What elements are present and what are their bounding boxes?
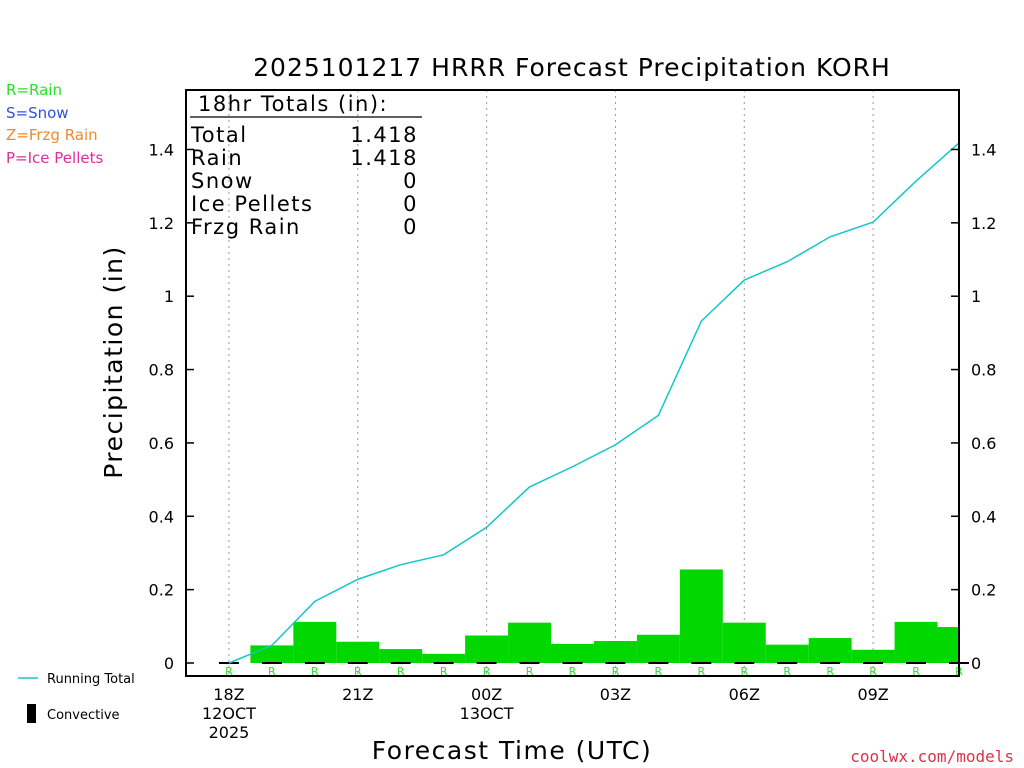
y-tick-label-right-6: 1.2: [971, 214, 996, 233]
precip-bar-5: [422, 653, 466, 663]
precip-bar-16: [894, 621, 938, 663]
ptype-mark-1: R: [268, 665, 276, 678]
ptype-mark-4: R: [397, 665, 405, 678]
totals-header: 18hr Totals (in):: [198, 92, 388, 116]
y-tick-label-right-7: 1.4: [971, 140, 996, 159]
ptype-mark-5: R: [440, 665, 448, 678]
totals-box: 18hr Totals (in): Total 1.418 Rain 1.418…: [190, 92, 422, 239]
legend-ice-pellets: P=Ice Pellets: [6, 149, 104, 167]
y-axis-label: Precipitation (in): [99, 245, 128, 479]
x-tick-label-0-0: 18Z: [213, 685, 244, 704]
ptype-mark-14: R: [826, 665, 834, 678]
precip-bar-1: [250, 645, 294, 663]
precip-bar-12: [722, 622, 766, 663]
totals-frzg-label: Frzg Rain: [191, 215, 301, 239]
x-axis-label: Forecast Time (UTC): [372, 736, 652, 765]
precip-bar-7: [508, 622, 552, 663]
x-tick-label-2-1: 13OCT: [460, 704, 514, 723]
precip-bar-2: [293, 621, 337, 663]
y-tick-label-right-1: 0.2: [971, 581, 996, 600]
precip-bar-9: [593, 640, 637, 663]
x-tick-label-0-2: 2025: [209, 723, 250, 742]
convective-legend-label: Convective: [47, 708, 120, 723]
chart-title: 2025101217 HRRR Forecast Precipitation K…: [253, 53, 891, 82]
ptype-mark-9: R: [612, 665, 620, 678]
x-tick-label-4-0: 06Z: [729, 685, 760, 704]
totals-total-value: 1.418: [350, 123, 418, 147]
precip-bar-8: [551, 643, 594, 663]
plot-frame: [185, 89, 960, 677]
x-tick-label-0-1: 12OCT: [202, 704, 256, 723]
convective-legend-swatch: [27, 704, 36, 723]
y-tick-label-right-4: 0.8: [971, 361, 996, 380]
y-tick-label-left-6: 1.2: [149, 214, 174, 233]
precip-bar-3: [336, 641, 380, 663]
precip-bar-6: [465, 635, 509, 663]
running-total-line: [228, 142, 960, 664]
legend-snow: S=Snow: [6, 104, 69, 122]
totals-rain-value: 1.418: [350, 146, 418, 170]
ptype-mark-11: R: [698, 665, 706, 678]
ptype-mark-3: R: [354, 665, 362, 678]
y-tick-label-left-7: 1.4: [149, 140, 174, 159]
ptype-mark-16: R: [912, 665, 920, 678]
totals-ice-value: 0: [403, 192, 418, 216]
totals-total-label: Total: [190, 123, 248, 147]
legend-rain: R=Rain: [6, 81, 62, 99]
legend-frzg-rain: Z=Frzg Rain: [6, 126, 98, 144]
x-tick-label-1-0: 21Z: [342, 685, 373, 704]
credit-text: coolwx.com/models: [850, 747, 1014, 766]
y-tick-label-left-1: 0.2: [149, 581, 174, 600]
x-tick-label-5-0: 09Z: [857, 685, 888, 704]
x-tick-label-3-0: 03Z: [600, 685, 631, 704]
ptype-mark-0: R: [225, 665, 233, 678]
totals-rain-label: Rain: [191, 146, 243, 170]
x-tick-label-2-0: 00Z: [471, 685, 502, 704]
totals-snow-value: 0: [403, 169, 418, 193]
totals-frzg-value: 0: [403, 215, 418, 239]
ptype-mark-12: R: [740, 665, 748, 678]
precip-bar-11: [679, 569, 723, 663]
precip-bar-17: [937, 627, 959, 663]
ptype-mark-2: R: [311, 665, 319, 678]
precip-bar-4: [379, 649, 423, 663]
y-tick-label-right-3: 0.6: [971, 434, 996, 453]
precip-bar-15: [851, 649, 895, 663]
y-tick-label-left-3: 0.6: [149, 434, 174, 453]
y-tick-label-right-5: 1: [971, 287, 981, 306]
running-total-legend-label: Running Total: [47, 672, 135, 687]
ptype-mark-7: R: [526, 665, 534, 678]
totals-ice-label: Ice Pellets: [191, 192, 313, 216]
ptype-mark-15: R: [869, 665, 877, 678]
totals-snow-label: Snow: [191, 169, 254, 193]
y-tick-label-left-4: 0.8: [149, 361, 174, 380]
y-tick-label-right-2: 0.4: [971, 507, 996, 526]
ptype-mark-6: R: [483, 665, 491, 678]
y-tick-label-left-2: 0.4: [149, 507, 174, 526]
ptype-mark-10: R: [655, 665, 663, 678]
y-tick-label-left-0: 0: [164, 654, 174, 673]
precip-bar-10: [636, 634, 680, 663]
precip-bar-14: [808, 638, 852, 663]
precip-bar-13: [765, 644, 809, 663]
y-tick-label-left-5: 1: [164, 287, 174, 306]
ptype-mark-8: R: [569, 665, 577, 678]
y-tick-label-right-0: 0: [971, 654, 981, 673]
ptype-mark-13: R: [783, 665, 791, 678]
